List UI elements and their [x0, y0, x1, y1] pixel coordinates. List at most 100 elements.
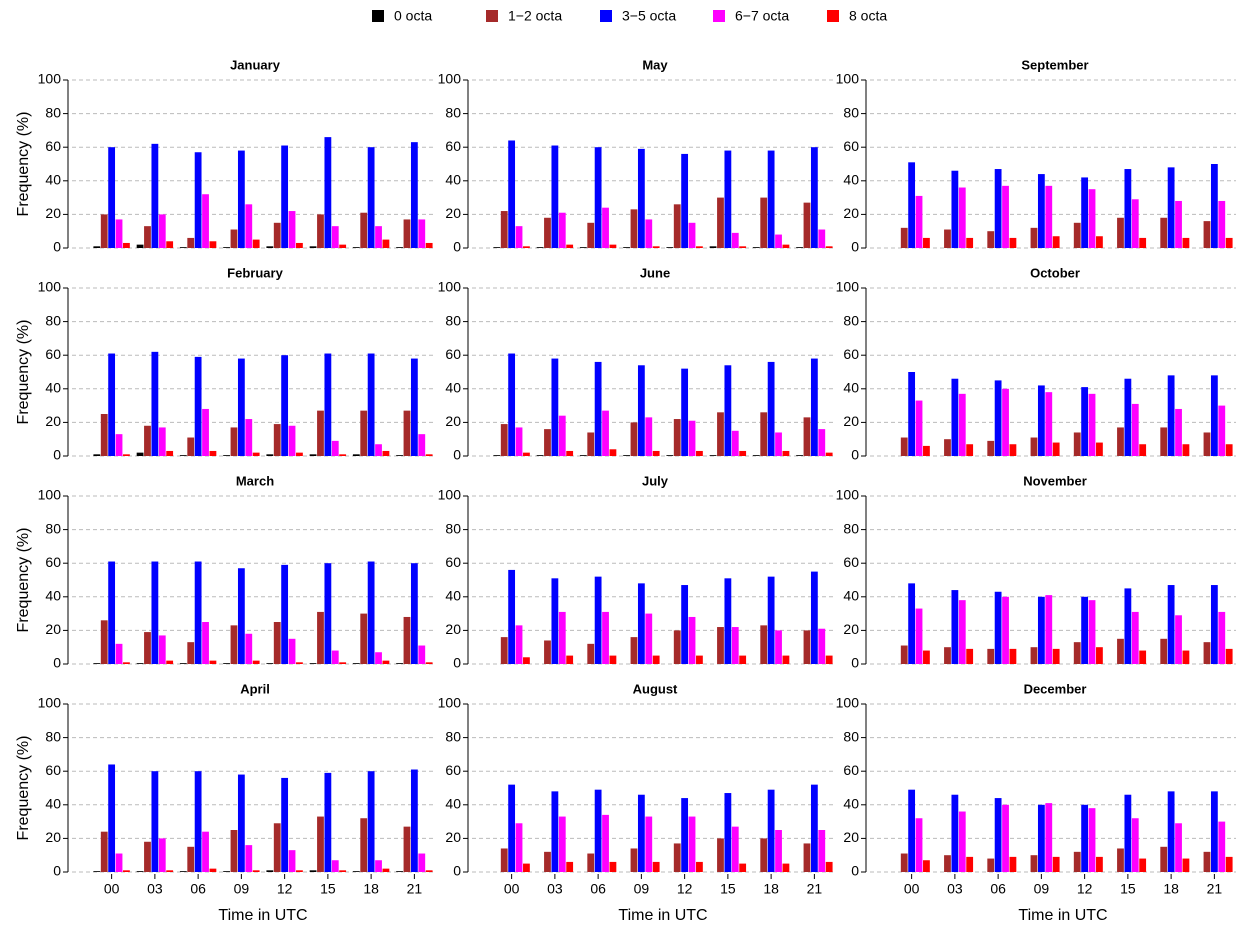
- bar: [237, 568, 245, 664]
- y-tick-label: 0: [851, 447, 859, 463]
- bar: [923, 445, 930, 456]
- bar: [367, 561, 375, 664]
- bar: [375, 860, 382, 872]
- bar: [782, 655, 790, 664]
- bar: [775, 234, 782, 248]
- bar: [136, 244, 144, 248]
- bar: [375, 444, 382, 456]
- bar: [523, 657, 530, 664]
- bar: [825, 452, 833, 456]
- bar: [782, 244, 790, 248]
- y-tick-label: 40: [445, 380, 461, 396]
- y-tick-label: 60: [445, 762, 461, 778]
- bar: [493, 455, 501, 456]
- bar: [1052, 442, 1060, 456]
- bar: [1096, 856, 1103, 872]
- y-tick-label: 0: [53, 655, 61, 671]
- x-tick-label: 00: [504, 881, 520, 897]
- y-tick-label: 100: [836, 279, 860, 295]
- bar: [609, 861, 617, 872]
- bar: [566, 244, 574, 248]
- bar: [739, 655, 747, 664]
- bar: [288, 638, 296, 664]
- bar: [1139, 444, 1147, 456]
- bar: [923, 650, 930, 664]
- legend-label: 0 octa: [394, 8, 432, 24]
- bar: [508, 784, 516, 872]
- y-tick-label: 60: [45, 138, 61, 154]
- bar: [1081, 804, 1089, 872]
- bar: [908, 583, 916, 664]
- x-tick-label: 18: [1163, 881, 1179, 897]
- y-tick-label: 20: [843, 829, 859, 845]
- bar: [100, 414, 108, 456]
- bar: [158, 838, 166, 872]
- bar: [731, 826, 739, 872]
- bar: [317, 611, 324, 664]
- bar: [1131, 403, 1139, 456]
- bar: [410, 358, 418, 456]
- bar: [1073, 432, 1081, 456]
- bar: [630, 422, 638, 456]
- y-tick-label: 60: [843, 138, 859, 154]
- bar: [202, 622, 209, 664]
- bar: [623, 247, 630, 248]
- bar: [273, 222, 281, 248]
- bar: [908, 162, 916, 248]
- bar: [296, 870, 303, 872]
- bar: [796, 247, 803, 248]
- bar: [637, 794, 645, 872]
- bar: [309, 870, 317, 872]
- bar: [594, 789, 602, 872]
- bar: [100, 620, 108, 664]
- x-tick-label: 09: [634, 881, 650, 897]
- y-tick-label: 40: [445, 588, 461, 604]
- x-tick-label: 00: [904, 881, 920, 897]
- bar: [93, 663, 101, 664]
- bar: [187, 642, 195, 664]
- bar: [425, 454, 433, 456]
- bar: [958, 187, 966, 248]
- bar: [1167, 791, 1175, 872]
- y-tick-label: 40: [445, 172, 461, 188]
- bar: [144, 632, 151, 664]
- bar: [951, 794, 959, 872]
- bar: [709, 455, 717, 456]
- y-tick-label: 80: [445, 104, 461, 120]
- bar: [309, 663, 317, 664]
- bar: [645, 816, 653, 872]
- bar: [352, 454, 360, 456]
- x-tick-label: 21: [807, 881, 823, 897]
- bar: [281, 777, 289, 872]
- bar: [1073, 222, 1081, 248]
- bar: [803, 417, 811, 456]
- y-tick-label: 0: [453, 239, 461, 255]
- bar: [915, 195, 923, 248]
- panel-title: October: [1030, 265, 1080, 280]
- x-tick-label: 21: [1207, 881, 1223, 897]
- x-tick-label: 12: [277, 881, 293, 897]
- y-tick-label: 100: [836, 71, 860, 87]
- bar: [281, 564, 289, 664]
- bar: [1182, 650, 1190, 664]
- y-tick-label: 40: [45, 588, 61, 604]
- bar: [767, 576, 775, 664]
- x-tick-label: 12: [1077, 881, 1093, 897]
- bar: [309, 246, 317, 248]
- x-axis-title: Time in UTC: [218, 907, 307, 924]
- y-tick-label: 0: [851, 239, 859, 255]
- y-tick-label: 40: [843, 588, 859, 604]
- bar: [645, 417, 653, 456]
- y-tick-label: 0: [53, 447, 61, 463]
- bar: [179, 247, 187, 248]
- bar: [1096, 442, 1103, 456]
- bar: [731, 430, 739, 456]
- bar: [944, 439, 951, 456]
- bar: [1131, 611, 1139, 664]
- bar: [296, 242, 303, 248]
- bar: [944, 647, 951, 664]
- y-tick-label: 0: [53, 863, 61, 879]
- x-tick-label: 06: [990, 881, 1006, 897]
- bar: [1117, 638, 1124, 664]
- bar: [367, 771, 375, 872]
